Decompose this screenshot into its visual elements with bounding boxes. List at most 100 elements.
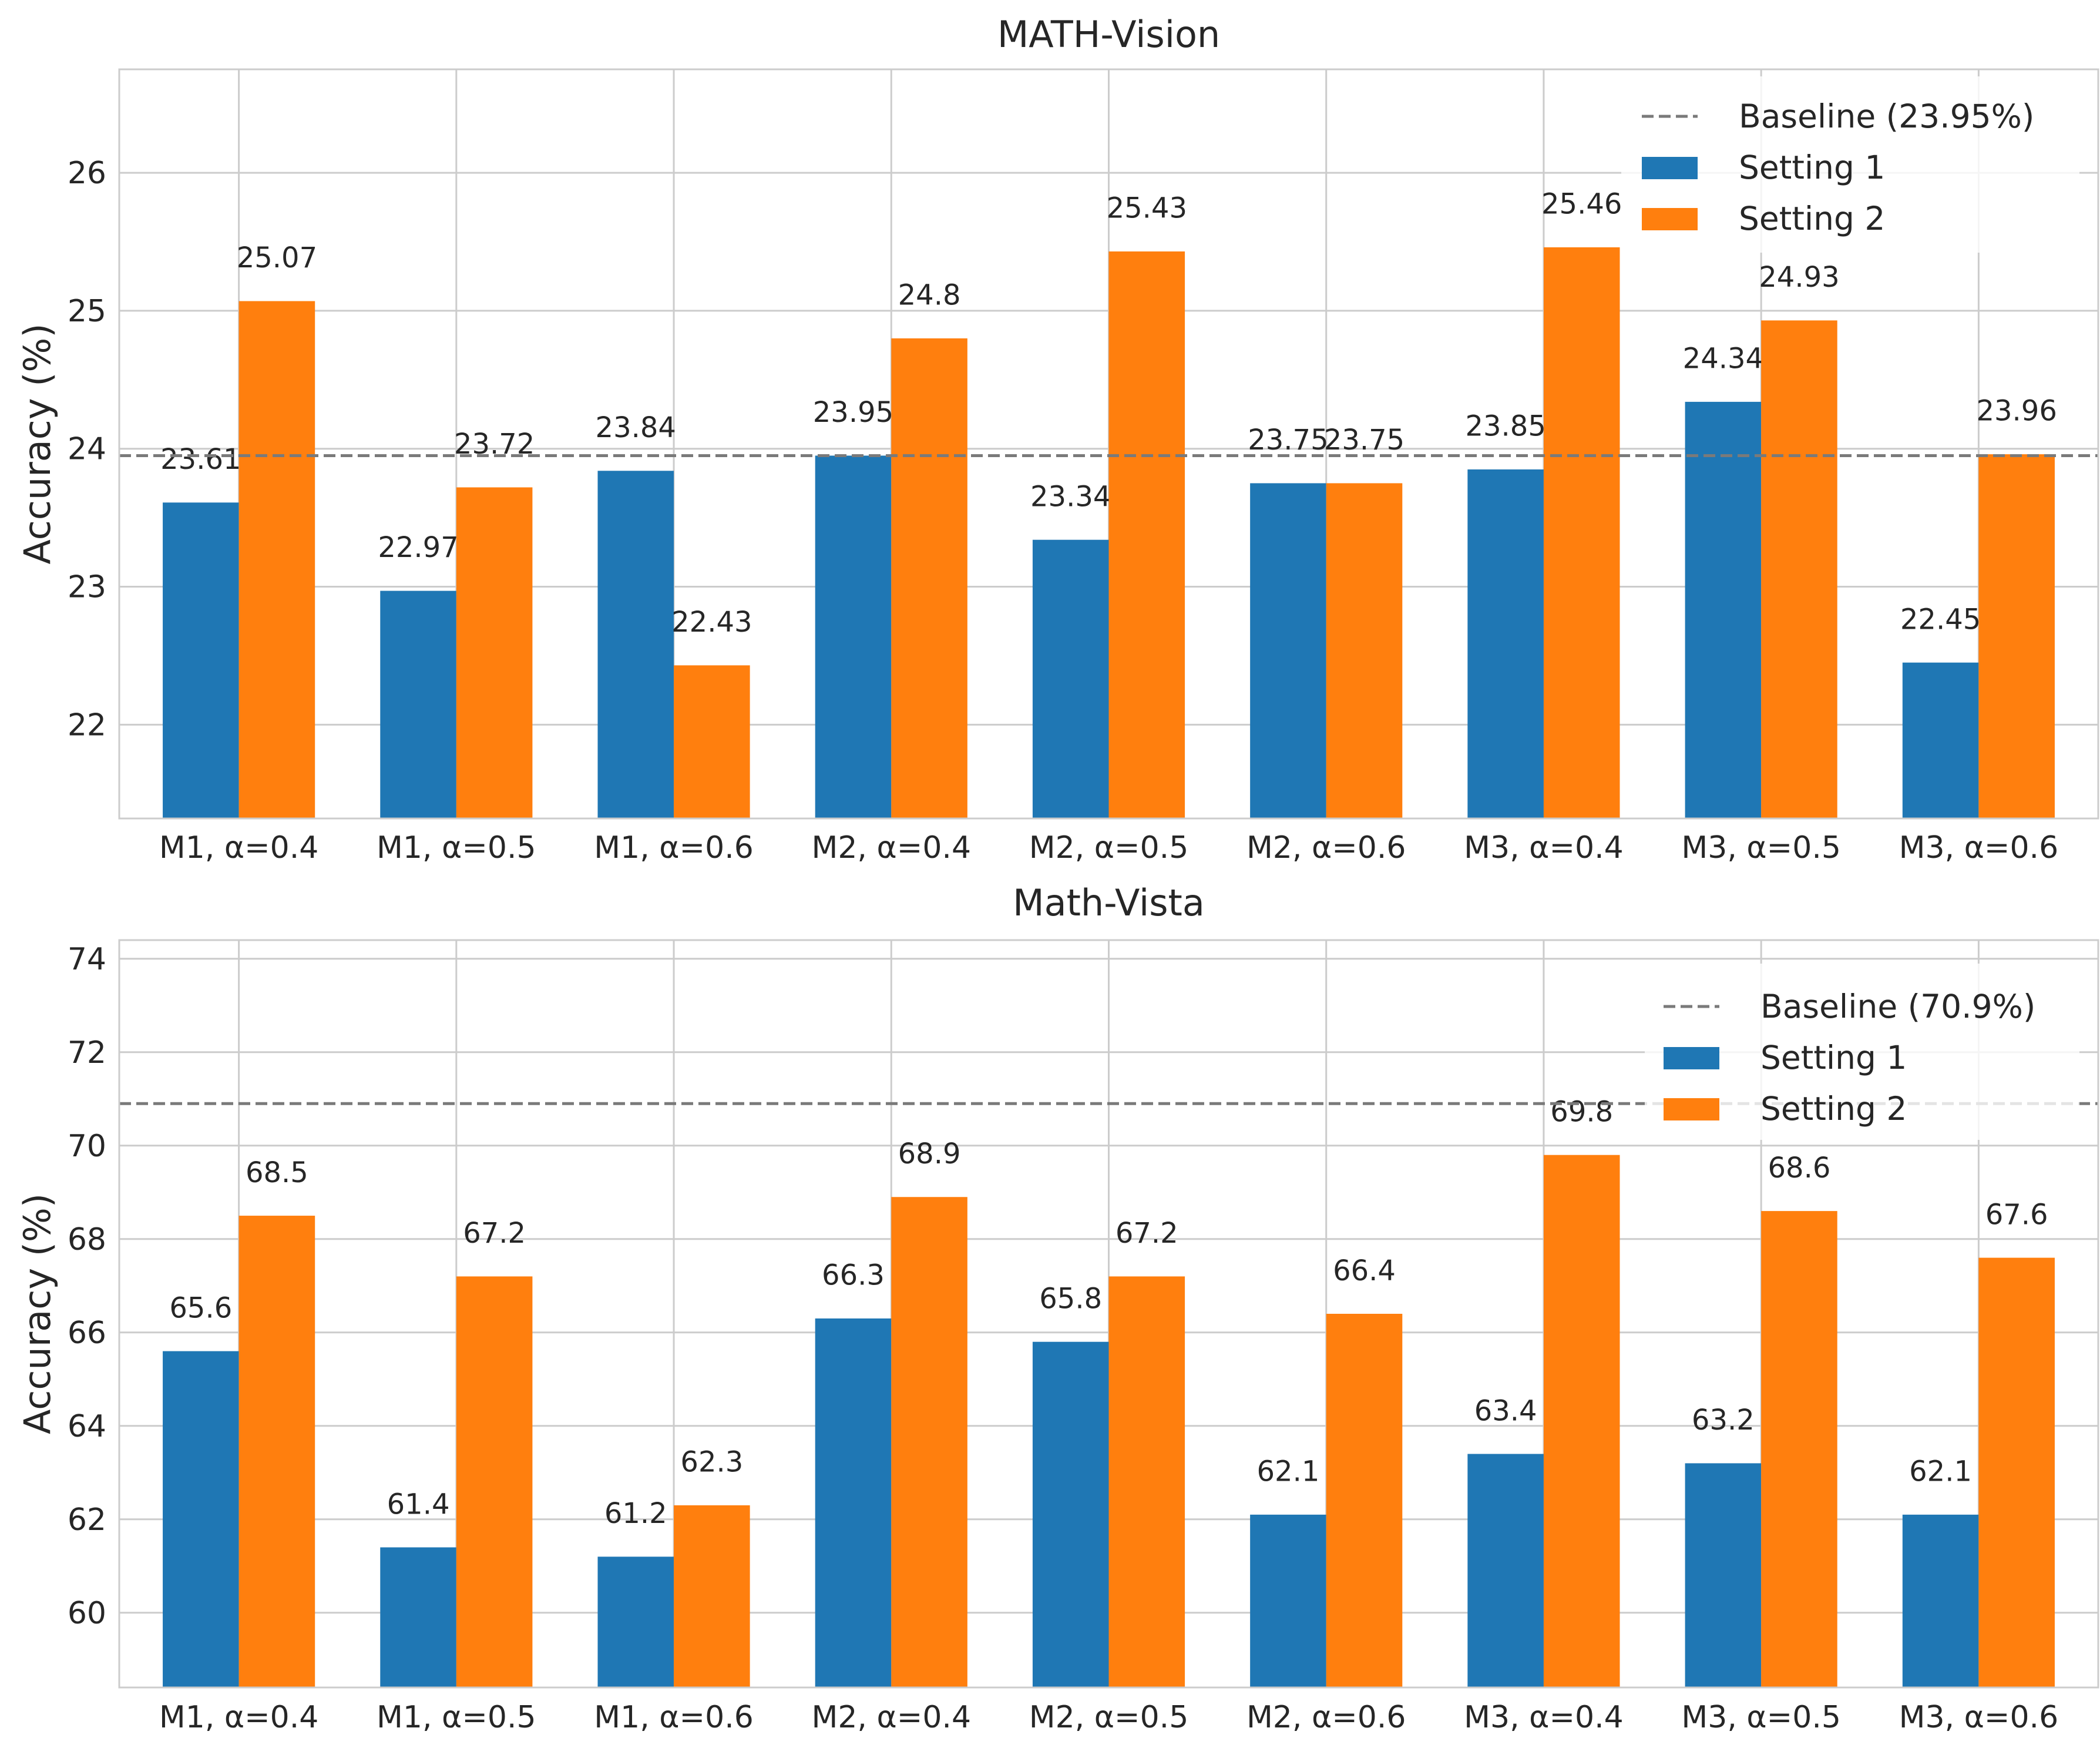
bar-setting-1 [815,1318,892,1687]
data-label: 65.6 [169,1291,232,1324]
bar-setting-1 [597,471,674,818]
data-label: 67.2 [1115,1217,1178,1250]
bar-setting-2 [1108,251,1185,818]
bar-setting-2 [1326,483,1403,818]
y-tick-label: 24 [68,432,106,467]
data-label: 67.2 [463,1217,526,1250]
bar-setting-2 [674,1505,750,1687]
bar-setting-2 [1543,1155,1620,1687]
y-tick-label: 23 [68,570,106,605]
data-label: 23.61 [160,443,241,476]
data-label: 63.4 [1474,1394,1537,1427]
plot-frame [118,68,2099,820]
data-label: 25.46 [1541,188,1622,221]
bar-setting-2 [1978,1257,2055,1687]
x-tick-label: M2, α=0.6 [1246,1700,1406,1735]
x-tick-label: M3, α=0.5 [1681,1700,1841,1735]
bar-setting-2 [238,301,315,818]
bar-setting-2 [891,338,967,818]
bar-setting-1 [815,455,892,818]
x-tick-label: M1, α=0.5 [377,830,536,865]
data-label: 65.8 [1039,1282,1102,1315]
legend: Baseline (23.95%) Setting 1 Setting 2 [1621,76,2079,253]
data-label: 22.97 [378,531,458,564]
bar-setting-1 [1032,539,1109,818]
x-tick-label: M3, α=0.6 [1899,1700,2059,1735]
bar-setting-2 [1543,247,1620,819]
x-tick-label: M2, α=0.4 [811,1700,971,1735]
legend-baseline-label: Baseline (23.95%) [1739,98,2034,135]
x-tick-label: M1, α=0.5 [377,1700,536,1735]
bar-setting-2 [1326,1314,1403,1687]
chart-title: Math-Vista [1013,881,1205,924]
data-label: 68.6 [1768,1152,1831,1185]
bar-setting-1 [380,591,456,818]
x-tick-label: M3, α=0.4 [1464,830,1624,865]
bar-setting-2 [1761,1211,1837,1687]
chart-panel-2: 65.6 61.4 61.2 66.3 65.8 62.1 63.4 63.2 62.1 68.5… [16,881,2099,1735]
y-tick-label: 60 [68,1596,106,1631]
y-tick-label: 68 [68,1222,106,1257]
legend-swatch-setting-1 [1642,157,1698,179]
data-label: 25.07 [237,241,317,274]
x-tick-label: M3, α=0.6 [1899,830,2059,865]
bar-setting-2 [456,487,533,818]
bar-setting-1 [1685,1463,1762,1687]
y-tick-label: 62 [68,1502,106,1538]
bar-setting-1 [1032,1341,1109,1687]
bar-setting-2 [1108,1276,1185,1687]
bar-setting-1 [1685,401,1762,818]
bar-setting-1 [1902,662,1979,818]
bar-setting-2 [674,665,750,818]
chart-panel-1: 23.61 22.97 23.84 23.95 23.34 23.75 23.85 24.34… [16,13,2099,865]
data-label: 62.3 [680,1446,743,1479]
y-tick-label: 26 [68,156,106,191]
bar-setting-1 [163,1351,239,1687]
data-label: 62.1 [1909,1455,1972,1488]
y-axis-label: Accuracy (%) [16,1193,59,1434]
x-tick-label: M1, α=0.4 [159,830,319,865]
x-tick-label: M2, α=0.6 [1246,830,1406,865]
legend-swatch-setting-1 [1664,1047,1719,1069]
data-label: 63.2 [1692,1404,1755,1437]
x-tick-label: M3, α=0.4 [1464,1700,1624,1735]
x-tick-label: M3, α=0.5 [1681,830,1841,865]
x-tick-label: M2, α=0.5 [1029,1700,1189,1735]
bar-setting-2 [1761,320,1837,818]
data-label: 68.9 [898,1138,961,1170]
bar-setting-1 [163,502,239,818]
x-tick-label: M2, α=0.5 [1029,830,1189,865]
x-tick-label: M1, α=0.6 [594,1700,754,1735]
x-tick-label: M2, α=0.4 [811,830,971,865]
data-label: 23.75 [1324,424,1405,457]
data-label: 24.8 [898,279,961,311]
y-tick-label: 22 [68,707,106,743]
x-tick-label: M1, α=0.4 [159,1700,319,1735]
data-label: 22.43 [671,606,752,639]
legend-label-setting-1: Setting 1 [1739,149,1885,186]
bar-setting-2 [891,1197,967,1687]
data-label: 23.84 [596,411,676,444]
bar-setting-1 [1902,1514,1979,1687]
bar-setting-1 [380,1547,456,1687]
y-tick-label: 66 [68,1316,106,1351]
bar-setting-1 [1467,469,1544,818]
legend-label-setting-2: Setting 2 [1760,1090,1907,1128]
y-tick-label: 25 [68,294,106,329]
data-label: 23.85 [1465,410,1545,443]
y-tick-label: 70 [68,1129,106,1164]
bar-setting-2 [1978,454,2055,818]
bar-setting-1 [1250,483,1326,818]
data-label: 66.3 [822,1259,885,1292]
y-tick-label: 64 [68,1409,106,1444]
bar-setting-2 [456,1276,533,1687]
y-tick-label: 72 [68,1035,106,1071]
data-label: 24.93 [1759,261,1839,294]
chart-title: MATH-Vision [997,13,1220,56]
x-tick-label: M1, α=0.6 [594,830,754,865]
data-label: 23.75 [1248,424,1328,457]
data-label: 68.5 [246,1156,308,1189]
bar-setting-2 [238,1216,315,1687]
data-label: 23.95 [813,396,893,429]
